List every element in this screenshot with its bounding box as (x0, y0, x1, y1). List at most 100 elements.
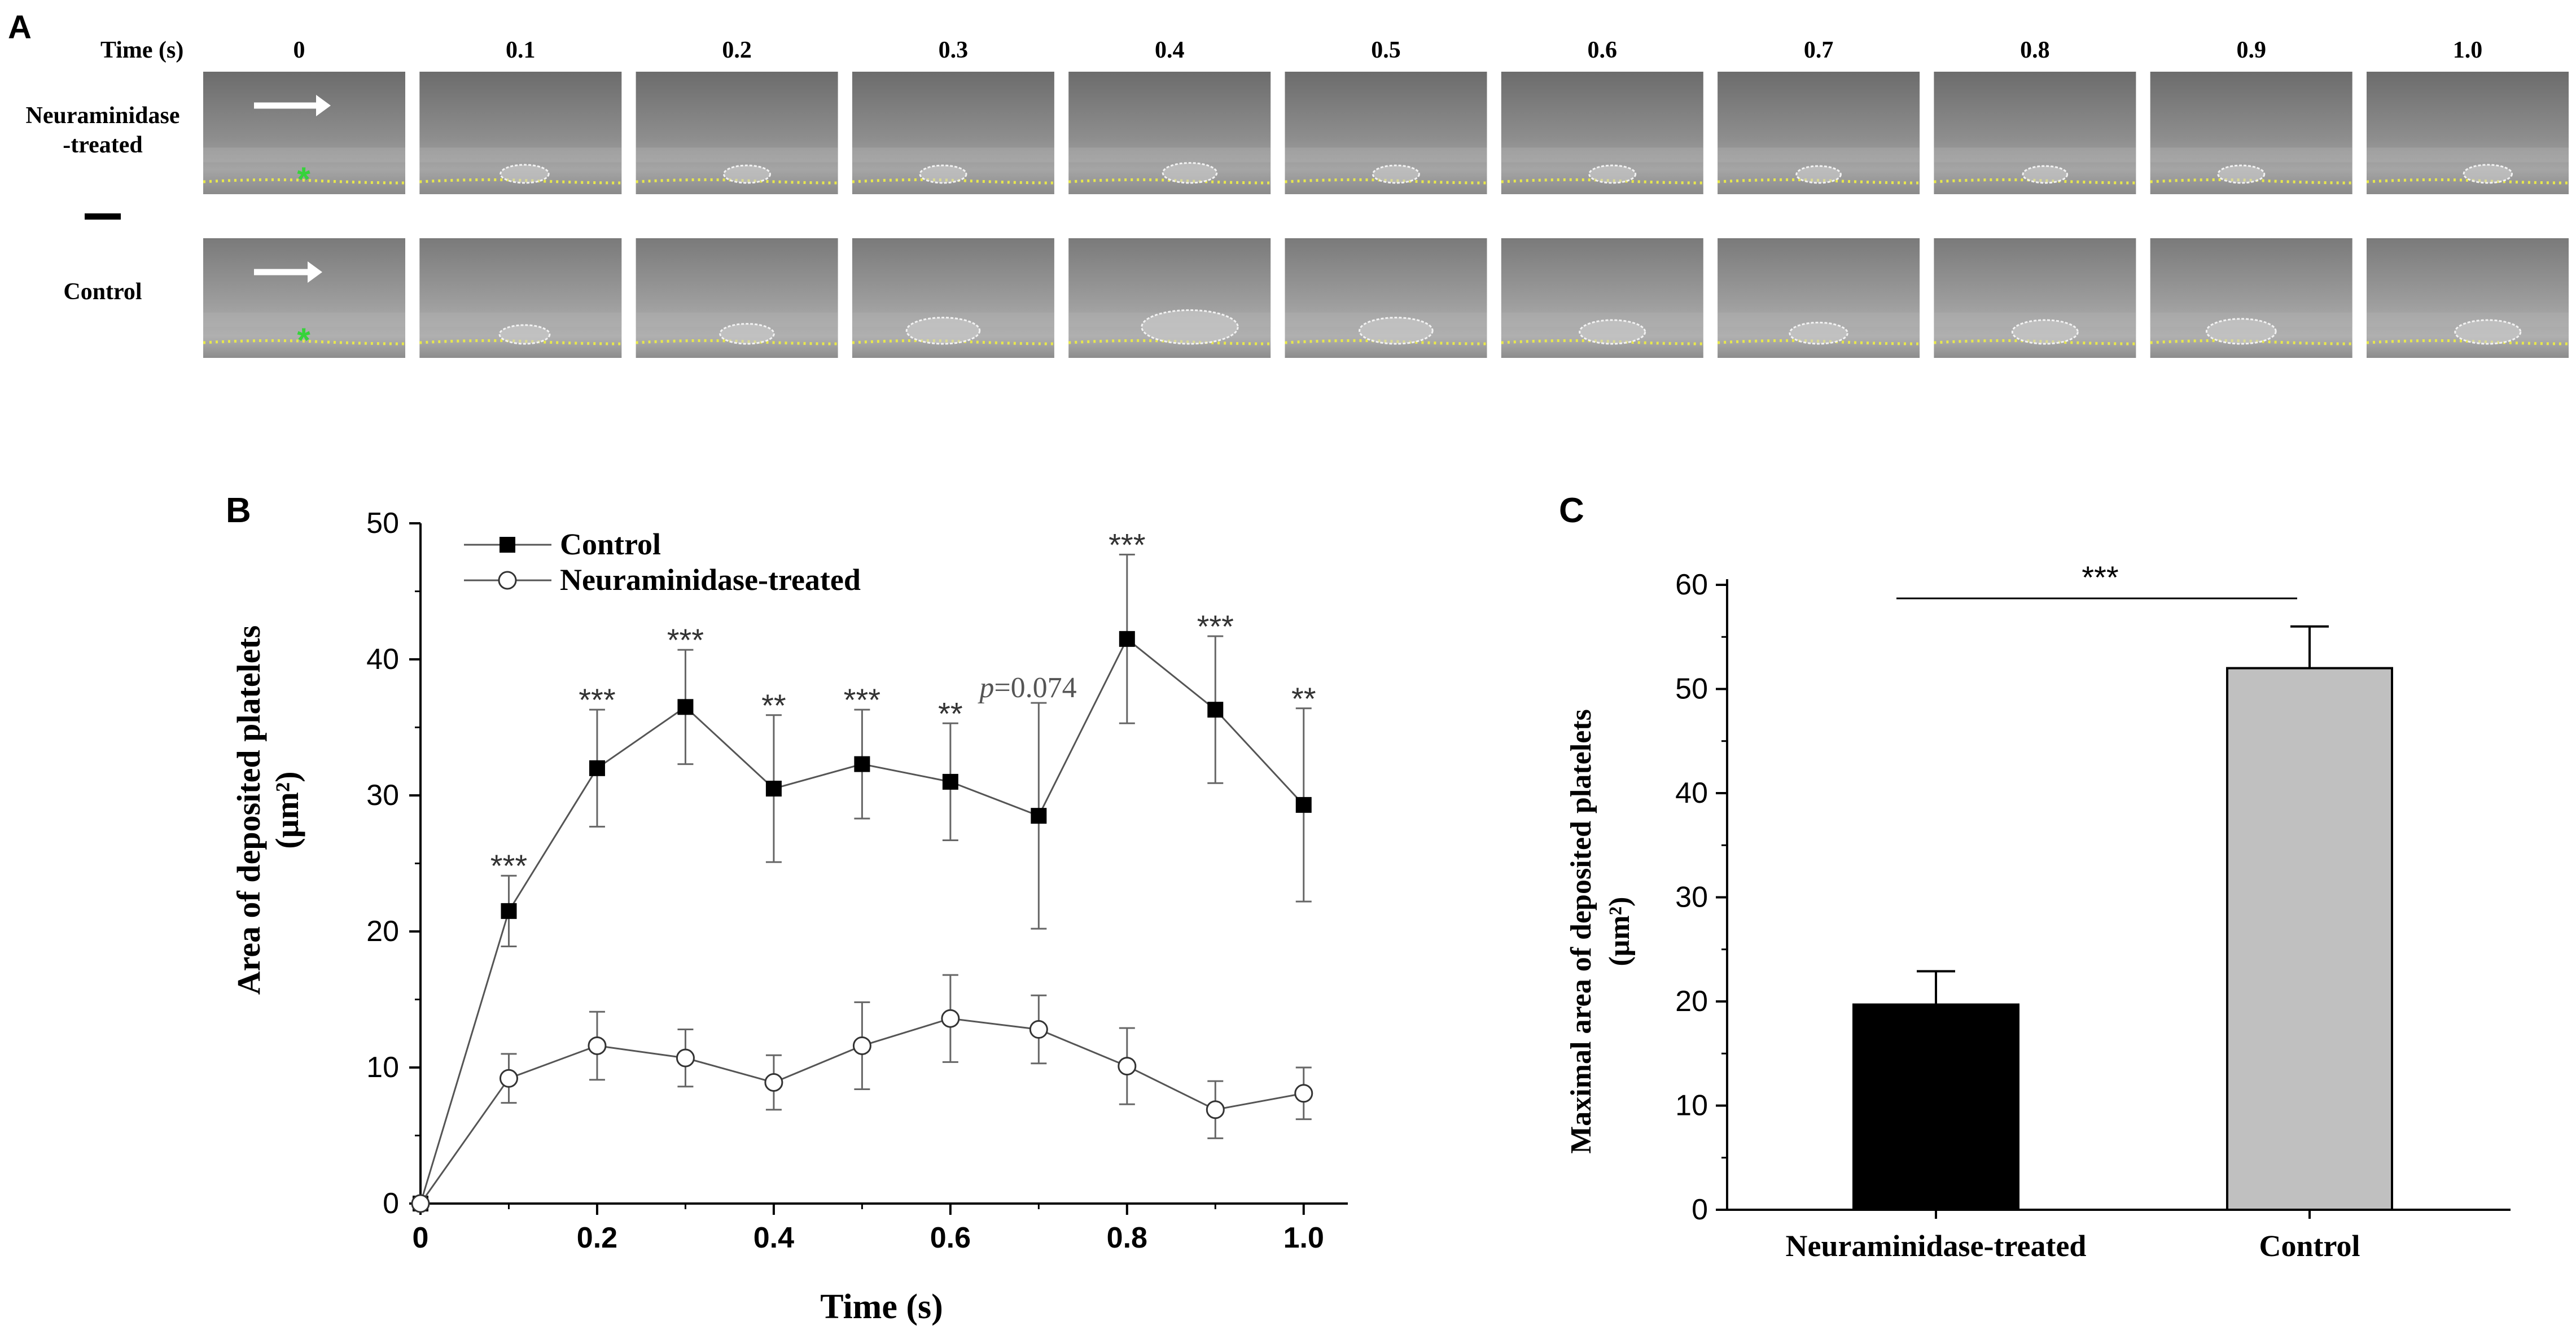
micrograph-control-0.4 (1068, 238, 1271, 358)
data-point (942, 773, 958, 790)
b-y-tick-label: 0 (383, 1187, 399, 1220)
vessel-wall-line (852, 178, 1054, 185)
series-neuraminidase (411, 974, 1313, 1213)
time-labels: 0 0.1 0.2 0.3 0.4 0.5 0.6 0.7 0.8 0.9 1.0 (293, 37, 2483, 63)
platelet-outline (1359, 317, 1434, 345)
significance-annotation: *** (1109, 527, 1145, 562)
micrograph-control-0.1 (419, 238, 622, 358)
platelet-outline (2022, 165, 2069, 184)
platelet-outline (1795, 165, 1842, 184)
micrograph-neuraminidase-0.8 (1934, 72, 2136, 194)
b-y-tick-label: 30 (366, 779, 399, 812)
data-point (941, 1009, 960, 1028)
c-y-tick-label: 10 (1675, 1090, 1708, 1122)
b-xlabel: Time (s) (820, 1288, 943, 1326)
micrograph-neuraminidase-0.5 (1285, 72, 1487, 194)
c-y-tick-label: 60 (1675, 568, 1708, 601)
micrograph-neuraminidase-0.6 (1501, 72, 1703, 194)
vessel-wall-line (1934, 178, 2136, 185)
b-ylabel-unit: (μm²) (269, 771, 305, 848)
panel-b-letter: B (226, 491, 251, 530)
series-control (413, 553, 1312, 1211)
bar (1852, 1003, 2019, 1211)
vessel-wall-line (419, 178, 622, 185)
c-ylabel: Maximal area of deposited platelets (1565, 709, 1597, 1154)
platelet-outline (1141, 309, 1239, 345)
bar (2226, 667, 2393, 1211)
time-label-0.5: 0.5 (1371, 37, 1401, 63)
legend-circle-marker (498, 571, 517, 590)
row1-label-line2: -treated (63, 132, 142, 158)
micrograph-control-0.5 (1285, 238, 1487, 358)
vessel-wall-line (419, 339, 622, 345)
data-point (1118, 1057, 1137, 1076)
data-point (676, 1048, 695, 1068)
tiles-row-control: * (203, 238, 2569, 359)
bar-control: Control (2226, 625, 2393, 1263)
vessel-wall-line (1285, 339, 1487, 345)
micrograph-control-0: * (203, 238, 406, 359)
vessel-wall-line (1717, 339, 1920, 345)
data-point (1119, 631, 1135, 647)
micrograph-neuraminidase-1.0 (2366, 72, 2569, 194)
significance-annotation: ** (1291, 681, 1316, 716)
data-point (764, 1073, 783, 1092)
b-y-tick-label: 20 (366, 915, 399, 948)
vessel-wall-line (1717, 178, 1920, 185)
platelet-outline (1162, 162, 1218, 184)
vessel-wall-line (1501, 178, 1703, 185)
b-x-tick-label: 0.6 (930, 1222, 971, 1254)
legend-label-neuraminidase: Neuraminidase-treated (560, 563, 861, 597)
significance-annotation: *** (667, 622, 704, 658)
time-label-0: 0 (293, 37, 305, 63)
platelet-outline (905, 317, 981, 345)
data-point (1031, 808, 1047, 824)
c-y-tick-label: 0 (1692, 1193, 1708, 1226)
data-point (1294, 1084, 1313, 1103)
platelet-outline (2217, 164, 2266, 184)
b-x-tick-label: 0.8 (1107, 1222, 1147, 1254)
micrograph-control-0.7 (1717, 238, 1920, 358)
panel-a: A Time (s) 0 0.1 0.2 0.3 0.4 0.5 0.6 0.7 0.8 0.9 1… (8, 9, 2569, 359)
scale-bar (85, 213, 121, 220)
b-y-tick-label: 50 (366, 507, 399, 540)
platelet-outline (919, 164, 967, 184)
flow-arrow-icon (308, 261, 322, 283)
micrograph-control-0.2 (636, 238, 838, 358)
significance-annotation: ** (938, 695, 963, 731)
data-point (589, 760, 605, 776)
significance-annotation: ** (761, 688, 786, 723)
data-point (411, 1194, 430, 1213)
platelet-outline (498, 324, 551, 345)
flow-arrow-icon (316, 95, 331, 116)
c-category-label: Neuraminidase-treated (1786, 1229, 2087, 1263)
c-y-tick-label: 30 (1675, 881, 1708, 914)
time-label-0.2: 0.2 (722, 37, 752, 63)
c-y-tick-label: 40 (1675, 777, 1708, 810)
vessel-wall-line (636, 339, 838, 345)
micrograph-neuraminidase-0.3 (852, 72, 1054, 194)
micrograph-neuraminidase-0.2 (636, 72, 838, 194)
data-point (588, 1036, 607, 1055)
bar-neuraminidase: Neuraminidase-treated (1786, 970, 2087, 1263)
vessel-wall-line (1068, 339, 1271, 345)
significance-annotation: *** (844, 682, 880, 718)
legend-square-marker (500, 537, 515, 553)
c-y-tick-label: 20 (1675, 985, 1708, 1018)
data-point (765, 780, 782, 797)
platelet-outline (723, 164, 771, 184)
platelet-outline (1789, 321, 1848, 345)
data-point (677, 699, 694, 715)
c-y-tick-label: 50 (1675, 673, 1708, 706)
platelet-outline (1579, 319, 1646, 345)
bar-chart: 0 10 20 30 40 50 60 Neuraminidase-treated Contro… (1675, 559, 2511, 1263)
b-y-tick-label: 40 (366, 643, 399, 676)
b-y-tick-label: 10 (366, 1051, 399, 1084)
p-value-annotation: p=0.074 (977, 672, 1076, 704)
platelet-outline (2454, 319, 2522, 345)
time-label-0.7: 0.7 (1804, 37, 1834, 63)
micrograph-control-0.9 (2150, 238, 2352, 358)
